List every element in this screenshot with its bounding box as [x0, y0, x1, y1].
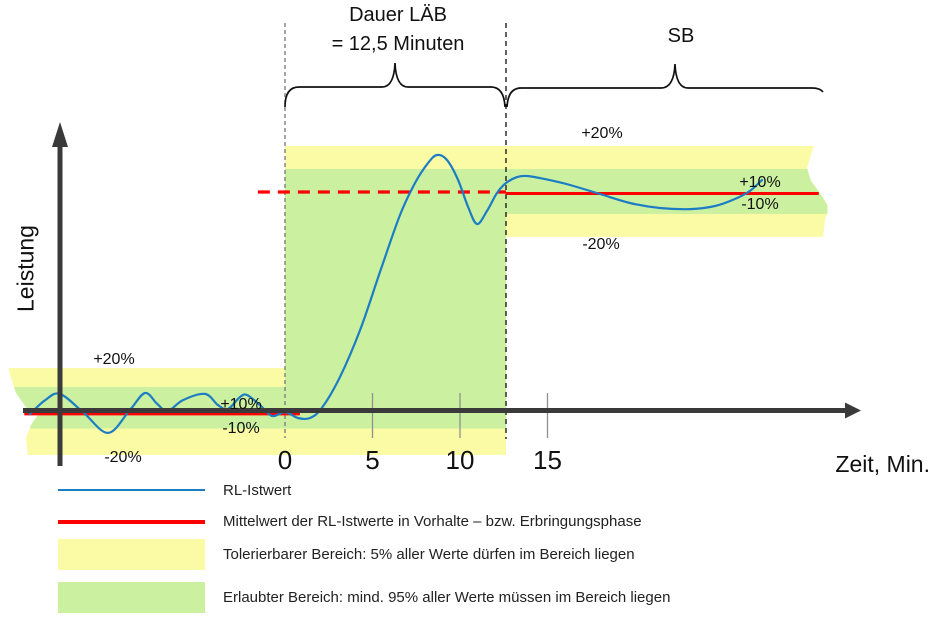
- x-tick-label: 0: [277, 445, 293, 475]
- brace-sb: [506, 63, 824, 108]
- dauer-laeb-title-line1: Dauer LÄB: [349, 4, 447, 26]
- lower-minus20-label: -20%: [104, 449, 142, 466]
- lower-plus10-label: +10%: [220, 396, 262, 413]
- upper-minus20-label: -20%: [582, 236, 620, 253]
- x-axis-label: Zeit, Min.: [835, 451, 930, 477]
- upper-plus10-label: +10%: [739, 174, 781, 191]
- mittelwert-line-swatch: [58, 520, 205, 524]
- x-tick-label: 15: [533, 445, 562, 475]
- legend-label-mittelwert: Mittelwert der RL-Istwerte in Vorhalte –…: [223, 513, 642, 530]
- upper-plus20-label: +20%: [581, 125, 623, 142]
- tolerierbarer-bereich-swatch: [58, 539, 205, 570]
- mean-value-lines: [24, 190, 819, 416]
- allowed-band-green: [285, 169, 507, 429]
- lower-plus20-label: +20%: [93, 351, 135, 368]
- legend-label-tolerierbarer-bereich: Tolerierbarer Bereich: 5% aller Werte dü…: [223, 546, 635, 563]
- erlaubter-bereich-swatch: [58, 582, 205, 613]
- x-tick-label: 10: [445, 445, 475, 475]
- x-axis-arrowhead: [845, 402, 861, 419]
- sb-title: SB: [667, 25, 695, 47]
- legend-label-rl-istwert: RL-Istwert: [223, 482, 292, 499]
- dauer-laeb-title-line2: = 12,5 Minuten: [331, 33, 465, 55]
- y-axis-arrowhead: [52, 122, 68, 147]
- y-axis-label: Leistung: [12, 225, 39, 312]
- upper-minus10-label: -10%: [741, 196, 779, 213]
- rl-istwert-line-swatch: [58, 489, 205, 492]
- allowed-band-green: [506, 169, 828, 214]
- band-group-sb: [506, 146, 828, 237]
- x-tick-label: 5: [365, 445, 380, 475]
- legend-label-erlaubter-bereich: Erlaubter Bereich: mind. 95% aller Werte…: [223, 589, 671, 606]
- brace-dauer-laeb: [284, 62, 506, 108]
- axes: [23, 122, 861, 466]
- x-axis-ticks: [371, 393, 549, 438]
- lower-minus10-label: -10%: [222, 420, 260, 437]
